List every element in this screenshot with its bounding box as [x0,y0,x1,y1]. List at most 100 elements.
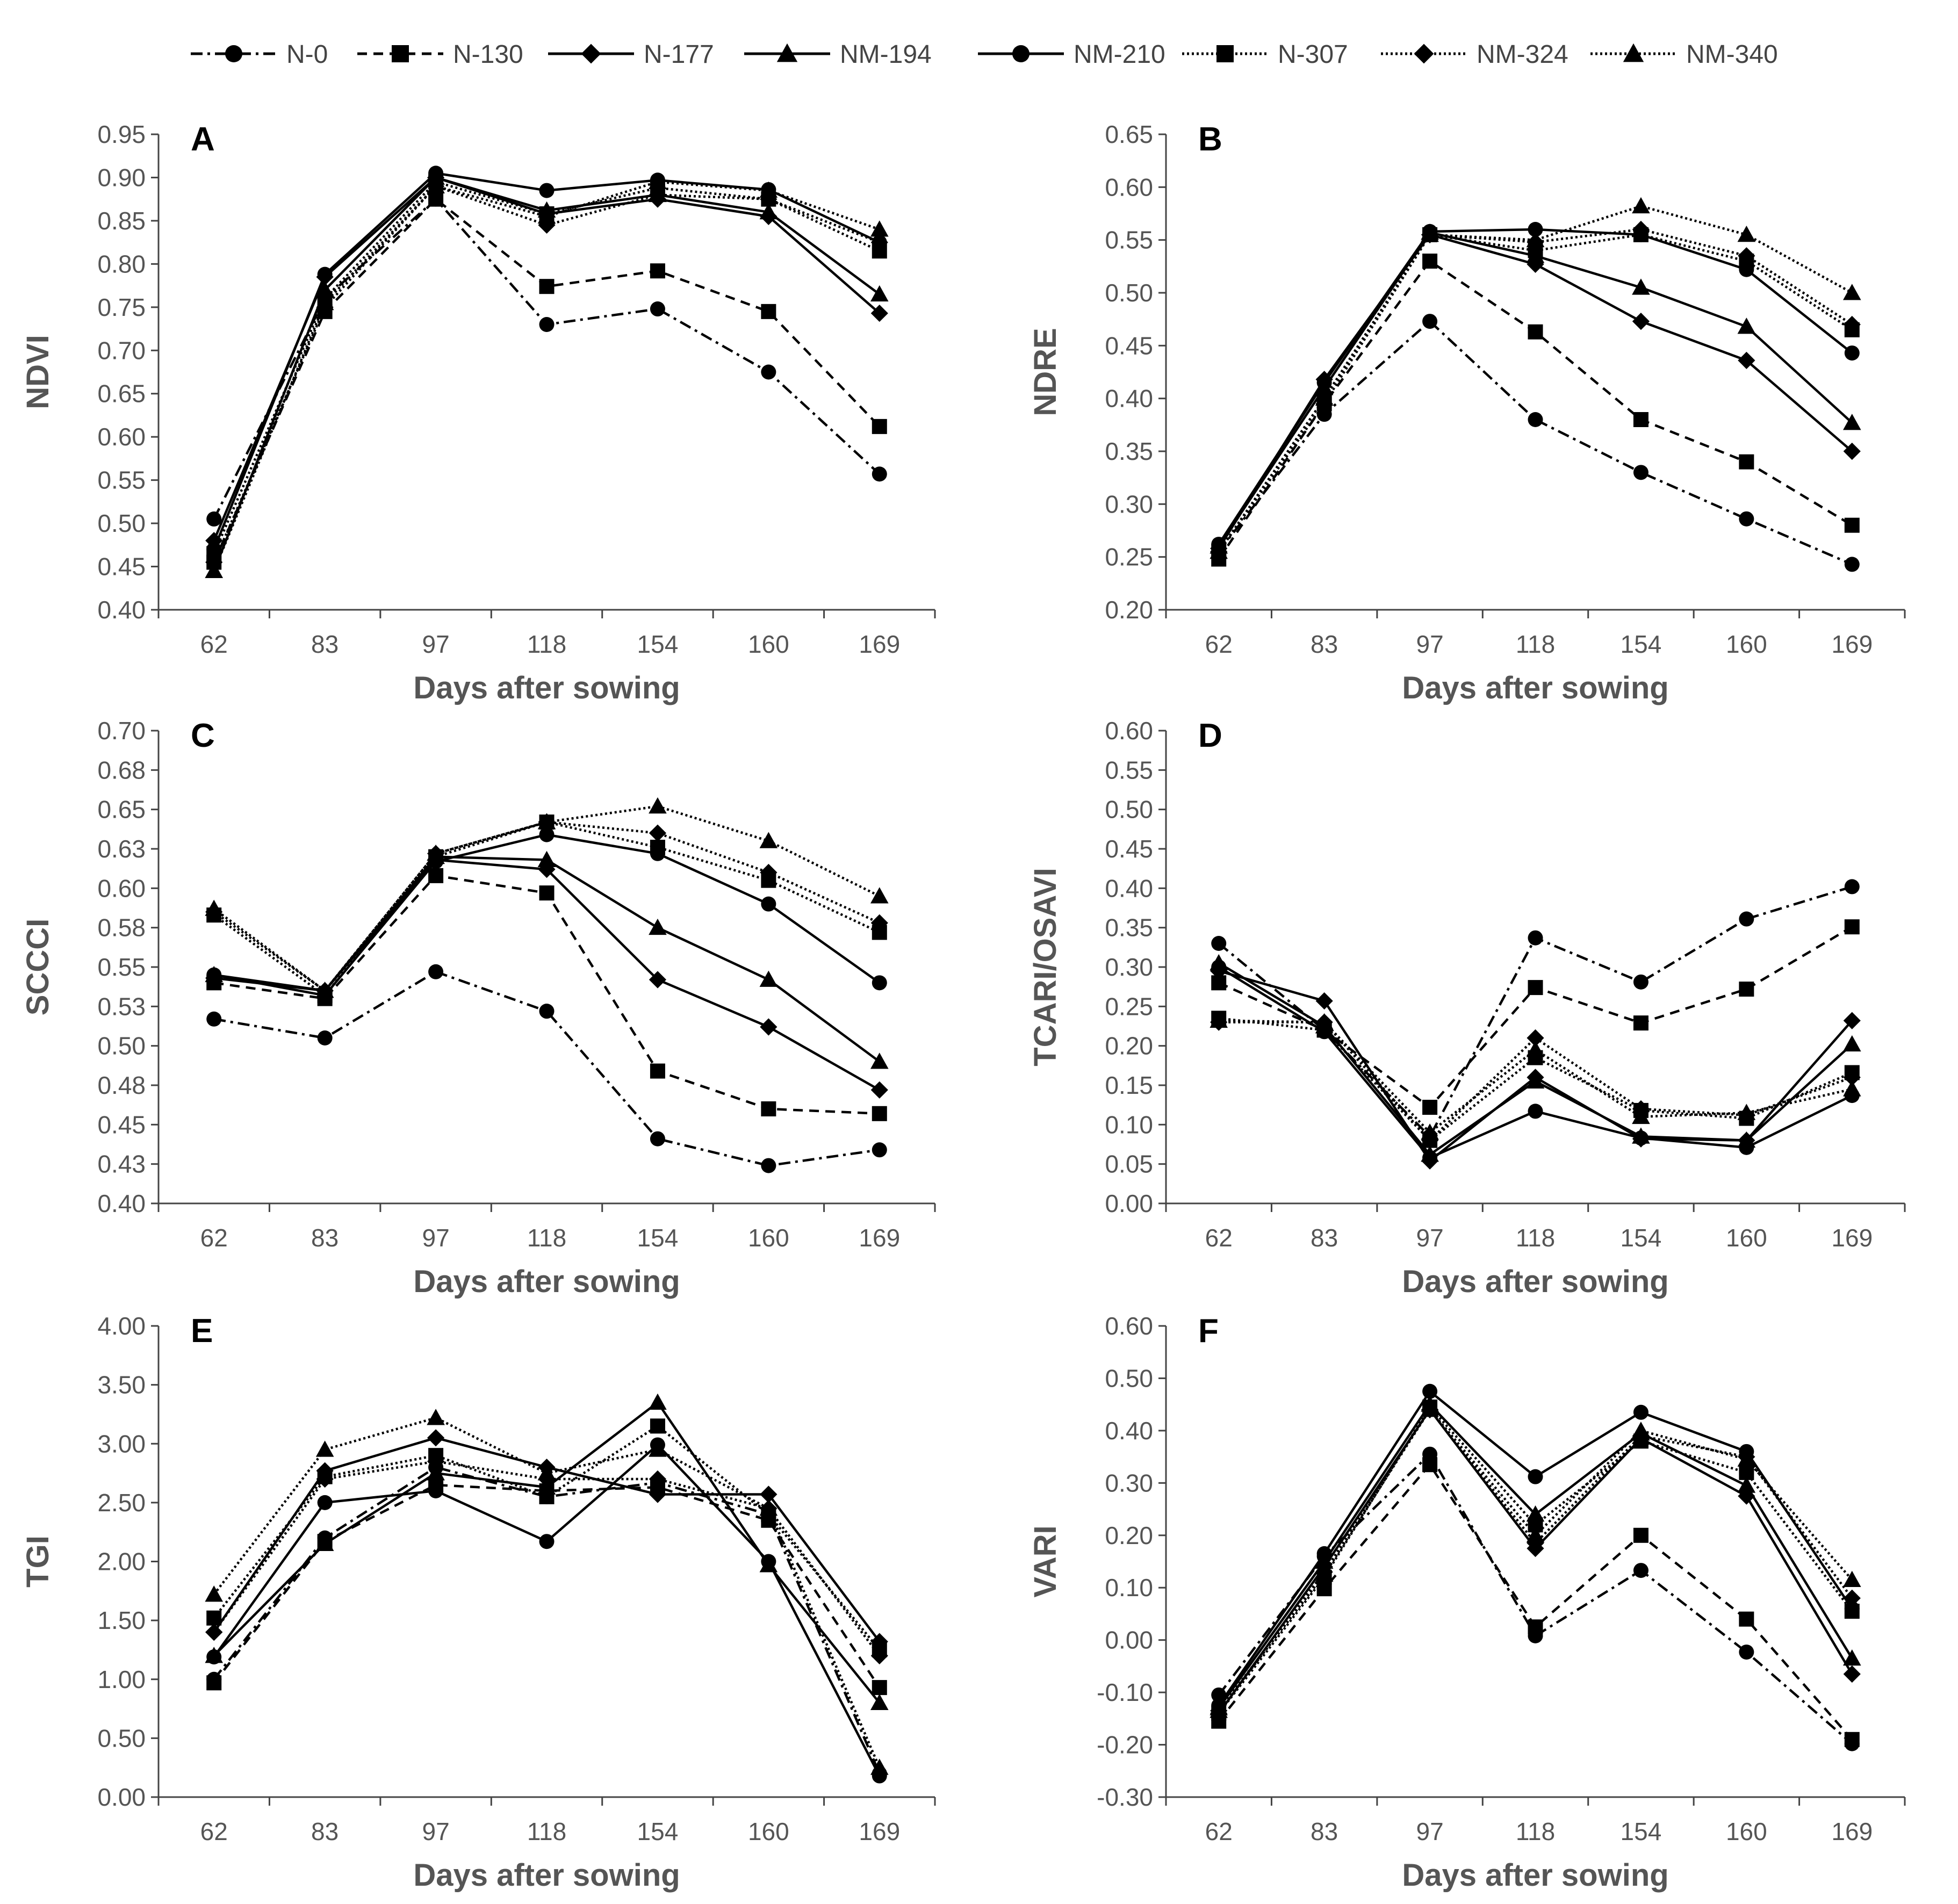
data-point [870,1647,888,1664]
data-point [870,304,888,322]
x-tick-label: 97 [422,1818,449,1845]
data-point [428,964,444,979]
legend-label: NM-194 [840,40,932,69]
data-point [1633,1404,1649,1420]
data-point [206,511,222,527]
data-point [760,1485,778,1503]
legend-label: N-307 [1278,40,1348,69]
x-tick-label: 118 [527,630,566,658]
data-point [1210,1701,1228,1718]
series-nm-340 [1210,1011,1861,1140]
legend-label: NM-210 [1074,40,1165,69]
data-point [1843,442,1861,460]
y-axis-title: VARI [1028,1525,1063,1597]
y-tick-label: 2.00 [97,1548,146,1576]
x-tick-label: 97 [1416,1818,1443,1845]
data-point [538,216,556,234]
panel-b: 0.20 0.25 0.30 0.35 0.40 0.45 0.50 0.55 0.60 0.65… [1028,120,1906,705]
data-point [1528,930,1543,946]
y-tick-label: 0.58 [97,914,146,942]
data-point [649,1485,667,1503]
x-tick-label: 83 [1311,1818,1338,1845]
series-nm-324 [205,177,888,571]
panel-letter: C [191,717,215,754]
data-point [759,203,778,220]
x-tick-label: 97 [422,630,449,658]
data-point [761,1554,776,1569]
data-point [1632,197,1650,214]
data-point [870,220,889,237]
data-point [1737,1476,1756,1493]
legend-marker [1414,44,1434,64]
data-point [427,1453,445,1470]
data-point [1739,511,1754,527]
y-tick-label: 0.35 [1105,437,1153,465]
x-tick-label: 169 [859,1818,900,1845]
y-tick-label: 0.55 [1105,226,1153,254]
x-axis-title: Days after sowing [1402,1264,1668,1299]
data-point [1421,1123,1439,1140]
y-tick-label: 0.60 [97,423,146,451]
data-point [1843,1589,1861,1607]
legend-marker [1623,43,1644,62]
data-point [1633,1130,1649,1146]
y-axis-title: SCCCI [20,919,55,1015]
series-n-130 [1211,1457,1860,1747]
y-tick-label: 0.15 [1105,1071,1153,1099]
x-axis-title: Days after sowing [413,1858,680,1893]
data-point [870,1081,888,1099]
y-tick-label: 0.50 [97,509,146,537]
legend-entry-nm-194: NM-194 [744,40,932,69]
data-point [539,1534,555,1549]
data-point [649,971,667,989]
data-point [761,1101,776,1116]
data-point [649,918,667,935]
data-point [427,1429,445,1447]
x-tick-label: 154 [637,1818,679,1845]
x-tick-label: 62 [1205,1818,1233,1845]
y-tick-label: 1.50 [97,1606,146,1634]
legend-entry-nm-340: NM-340 [1590,40,1778,69]
legend-marker [225,45,242,62]
x-tick-label: 97 [1416,1224,1443,1252]
x-tick-label: 118 [527,1224,566,1252]
data-point [1633,1015,1649,1031]
x-tick-label: 97 [422,1224,449,1252]
data-point [649,172,667,189]
x-tick-label: 83 [311,1818,339,1845]
legend-label: N-177 [644,40,714,69]
data-point [427,1464,445,1481]
series-nm-324 [1210,1401,1861,1720]
series-line [213,820,880,992]
panel-letter: E [191,1312,213,1350]
data-point [315,1440,334,1457]
data-point [759,1499,778,1516]
data-point [1316,1546,1332,1561]
series-line [213,1466,881,1775]
data-point [1844,879,1860,895]
x-tick-label: 154 [1621,1818,1662,1845]
y-tick-label: 0.70 [97,336,146,364]
series-line [213,970,880,1167]
legend-marker [776,43,798,62]
y-tick-label: 0.80 [97,250,146,278]
data-point [870,234,888,251]
data-point [1422,254,1438,269]
y-tick-label: 0.05 [1105,1150,1153,1178]
data-point [539,1489,555,1504]
x-tick-label: 62 [200,1818,228,1845]
data-point [1737,1104,1756,1120]
data-point [760,1018,778,1036]
data-point [1422,314,1438,329]
x-tick-label: 169 [1831,1224,1873,1252]
series-n-0 [1211,314,1860,572]
panel-letter: B [1198,121,1222,158]
data-point [1528,980,1543,996]
data-point [870,1052,889,1069]
series-nm-340 [1210,1401,1861,1718]
panel-a: 0.40 0.45 0.50 0.55 0.60 0.65 0.70 0.75 0.80 0.85… [20,120,936,705]
data-point [206,967,222,983]
y-tick-label: 0.40 [97,596,146,624]
y-tick-label: 0.50 [1105,1364,1153,1392]
y-tick-label: 0.53 [97,992,146,1020]
